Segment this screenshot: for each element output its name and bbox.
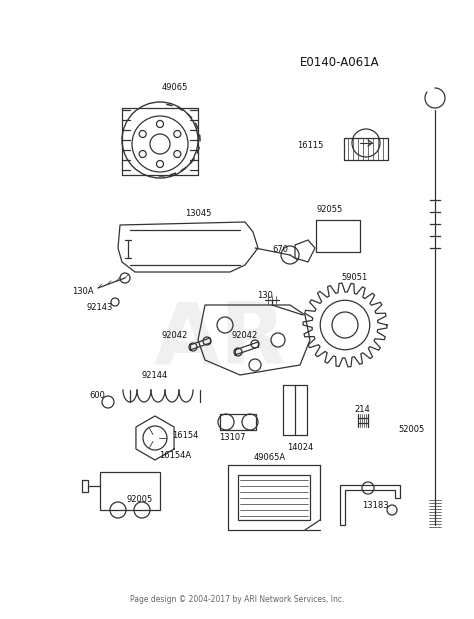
- Text: 13183: 13183: [362, 501, 388, 509]
- Text: AR: AR: [154, 298, 286, 381]
- Text: 92143: 92143: [87, 303, 113, 313]
- Text: 92144: 92144: [142, 371, 168, 381]
- Text: 670: 670: [272, 246, 288, 254]
- Text: 92042: 92042: [162, 331, 188, 339]
- Text: 14024: 14024: [287, 443, 313, 451]
- Text: Page design © 2004-2017 by ARI Network Services, Inc.: Page design © 2004-2017 by ARI Network S…: [130, 595, 344, 605]
- Text: 49065: 49065: [162, 84, 188, 92]
- Text: 92005: 92005: [127, 495, 153, 504]
- Bar: [316, 220, 360, 252]
- Bar: [100, 472, 160, 510]
- Text: 49065A: 49065A: [254, 454, 286, 462]
- Text: 16154: 16154: [172, 430, 198, 439]
- Text: 59051: 59051: [342, 272, 368, 282]
- Text: 600: 600: [89, 391, 105, 399]
- Text: 92042: 92042: [232, 331, 258, 339]
- Text: 13107: 13107: [219, 433, 245, 443]
- Text: 130: 130: [257, 290, 273, 300]
- Text: 130A: 130A: [72, 287, 94, 297]
- Bar: [238, 475, 310, 520]
- Text: 16115: 16115: [297, 141, 323, 150]
- Text: 13045: 13045: [185, 209, 211, 217]
- Text: 214: 214: [354, 405, 370, 415]
- Text: 16154A: 16154A: [159, 451, 191, 459]
- Text: E0140-A061A: E0140-A061A: [301, 56, 380, 69]
- Text: 52005: 52005: [399, 425, 425, 435]
- Text: 92055: 92055: [317, 206, 343, 215]
